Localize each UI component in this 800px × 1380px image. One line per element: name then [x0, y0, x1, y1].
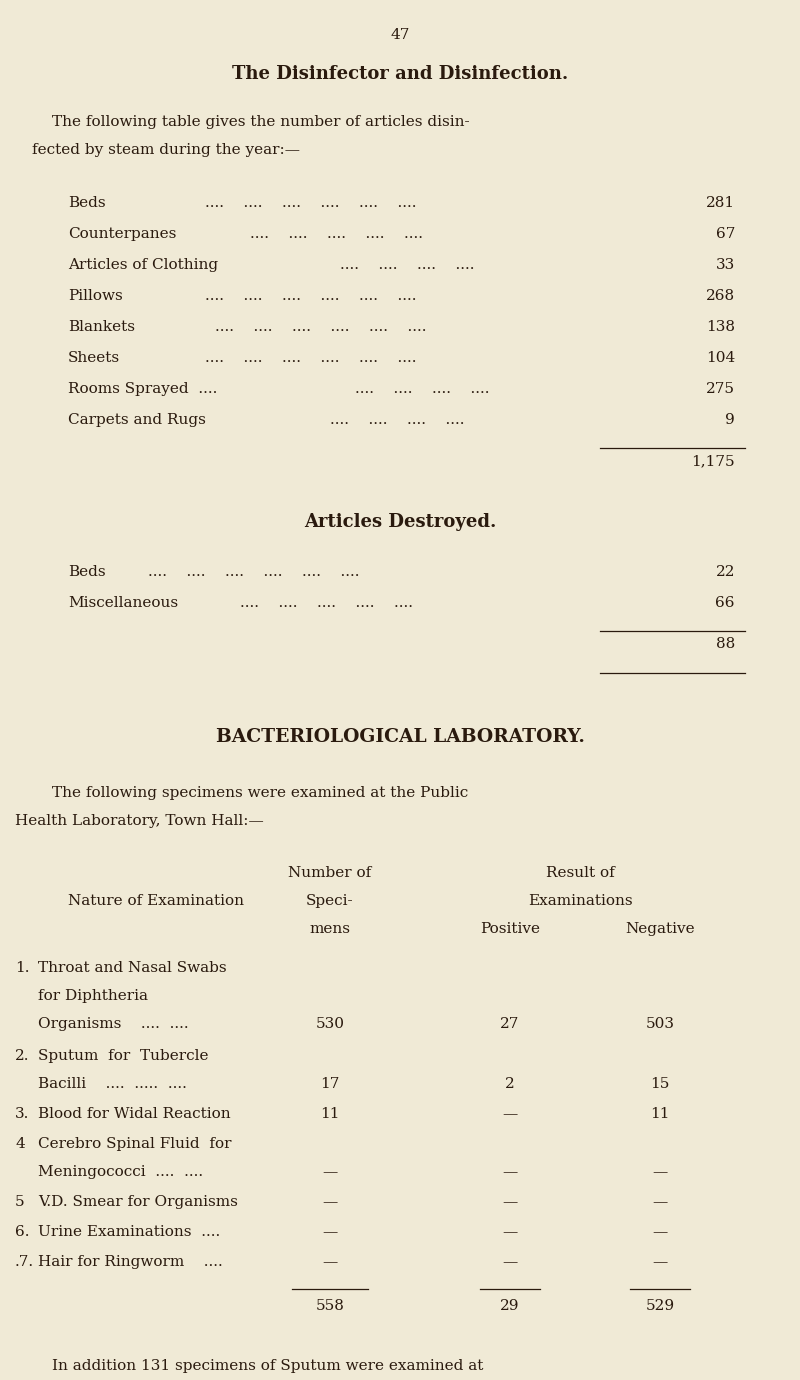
Text: 104: 104 [706, 351, 735, 364]
Text: ....    ....    ....    ....    ....    ....: .... .... .... .... .... .... [148, 564, 359, 580]
Text: Blood for Widal Reaction: Blood for Widal Reaction [38, 1107, 230, 1121]
Text: 1,175: 1,175 [691, 454, 735, 468]
Text: —: — [502, 1107, 518, 1121]
Text: —: — [502, 1165, 518, 1179]
Text: 47: 47 [390, 28, 410, 41]
Text: 9: 9 [726, 413, 735, 426]
Text: —: — [322, 1195, 338, 1209]
Text: —: — [502, 1225, 518, 1239]
Text: .7.: .7. [15, 1254, 34, 1270]
Text: 11: 11 [320, 1107, 340, 1121]
Text: fected by steam during the year:—: fected by steam during the year:— [32, 144, 300, 157]
Text: Counterpanes: Counterpanes [68, 226, 176, 242]
Text: ....    ....    ....    ....: .... .... .... .... [330, 413, 465, 426]
Text: BACTERIOLOGICAL LABORATORY.: BACTERIOLOGICAL LABORATORY. [215, 729, 585, 747]
Text: —: — [502, 1254, 518, 1270]
Text: 6.: 6. [15, 1225, 30, 1239]
Text: 268: 268 [706, 288, 735, 304]
Text: 4: 4 [15, 1137, 25, 1151]
Text: Sheets: Sheets [68, 351, 120, 364]
Text: Sputum  for  Tubercle: Sputum for Tubercle [38, 1049, 209, 1063]
Text: 138: 138 [706, 320, 735, 334]
Text: 503: 503 [646, 1017, 674, 1031]
Text: Blankets: Blankets [68, 320, 135, 334]
Text: Urine Examinations  ....: Urine Examinations .... [38, 1225, 220, 1239]
Text: 3.: 3. [15, 1107, 30, 1121]
Text: —: — [322, 1165, 338, 1179]
Text: Meningococci  ....  ....: Meningococci .... .... [38, 1165, 203, 1179]
Text: Positive: Positive [480, 922, 540, 936]
Text: 11: 11 [650, 1107, 670, 1121]
Text: Pillows: Pillows [68, 288, 122, 304]
Text: 2.: 2. [15, 1049, 30, 1063]
Text: Beds: Beds [68, 196, 106, 210]
Text: Speci-: Speci- [306, 894, 354, 908]
Text: ....    ....    ....    ....: .... .... .... .... [340, 258, 474, 272]
Text: Throat and Nasal Swabs: Throat and Nasal Swabs [38, 960, 226, 976]
Text: 529: 529 [646, 1299, 674, 1312]
Text: 17: 17 [320, 1076, 340, 1092]
Text: 29: 29 [500, 1299, 520, 1312]
Text: Bacilli    ....  .....  ....: Bacilli .... ..... .... [38, 1076, 187, 1092]
Text: ....    ....    ....    ....    ....    ....: .... .... .... .... .... .... [205, 351, 417, 364]
Text: for Diphtheria: for Diphtheria [38, 989, 148, 1003]
Text: Miscellaneous: Miscellaneous [68, 596, 178, 610]
Text: Number of: Number of [288, 867, 372, 880]
Text: —: — [322, 1225, 338, 1239]
Text: —: — [652, 1225, 668, 1239]
Text: 1.: 1. [15, 960, 30, 976]
Text: The Disinfector and Disinfection.: The Disinfector and Disinfection. [232, 65, 568, 83]
Text: ....    ....    ....    ....    ....: .... .... .... .... .... [240, 596, 413, 610]
Text: 558: 558 [315, 1299, 345, 1312]
Text: Negative: Negative [625, 922, 695, 936]
Text: ....    ....    ....    ....    ....    ....: .... .... .... .... .... .... [215, 320, 426, 334]
Text: ....    ....    ....    ....    ....: .... .... .... .... .... [250, 226, 423, 242]
Text: Result of: Result of [546, 867, 614, 880]
Text: ....    ....    ....    ....    ....    ....: .... .... .... .... .... .... [205, 196, 417, 210]
Text: 2: 2 [505, 1076, 515, 1092]
Text: —: — [502, 1195, 518, 1209]
Text: 530: 530 [315, 1017, 345, 1031]
Text: 88: 88 [716, 638, 735, 651]
Text: 33: 33 [716, 258, 735, 272]
Text: 27: 27 [500, 1017, 520, 1031]
Text: V.D. Smear for Organisms: V.D. Smear for Organisms [38, 1195, 238, 1209]
Text: 275: 275 [706, 382, 735, 396]
Text: —: — [652, 1195, 668, 1209]
Text: Examinations: Examinations [528, 894, 632, 908]
Text: Rooms Sprayed  ....: Rooms Sprayed .... [68, 382, 218, 396]
Text: —: — [652, 1165, 668, 1179]
Text: The following table gives the number of articles disin-: The following table gives the number of … [52, 115, 470, 128]
Text: The following specimens were examined at the Public: The following specimens were examined at… [52, 787, 468, 800]
Text: 281: 281 [706, 196, 735, 210]
Text: 66: 66 [715, 596, 735, 610]
Text: Carpets and Rugs: Carpets and Rugs [68, 413, 206, 426]
Text: 15: 15 [650, 1076, 670, 1092]
Text: Hair for Ringworm    ....: Hair for Ringworm .... [38, 1254, 222, 1270]
Text: ....    ....    ....    ....: .... .... .... .... [355, 382, 490, 396]
Text: 67: 67 [716, 226, 735, 242]
Text: Organisms    ....  ....: Organisms .... .... [38, 1017, 189, 1031]
Text: Nature of Examination: Nature of Examination [68, 894, 244, 908]
Text: mens: mens [310, 922, 350, 936]
Text: 22: 22 [715, 564, 735, 580]
Text: —: — [652, 1254, 668, 1270]
Text: Health Laboratory, Town Hall:—: Health Laboratory, Town Hall:— [15, 814, 264, 828]
Text: In addition 131 specimens of Sputum were examined at: In addition 131 specimens of Sputum were… [52, 1359, 483, 1373]
Text: Articles Destroyed.: Articles Destroyed. [304, 513, 496, 531]
Text: ....    ....    ....    ....    ....    ....: .... .... .... .... .... .... [205, 288, 417, 304]
Text: Articles of Clothing: Articles of Clothing [68, 258, 218, 272]
Text: Beds: Beds [68, 564, 106, 580]
Text: 5: 5 [15, 1195, 25, 1209]
Text: Cerebro Spinal Fluid  for: Cerebro Spinal Fluid for [38, 1137, 231, 1151]
Text: —: — [322, 1254, 338, 1270]
